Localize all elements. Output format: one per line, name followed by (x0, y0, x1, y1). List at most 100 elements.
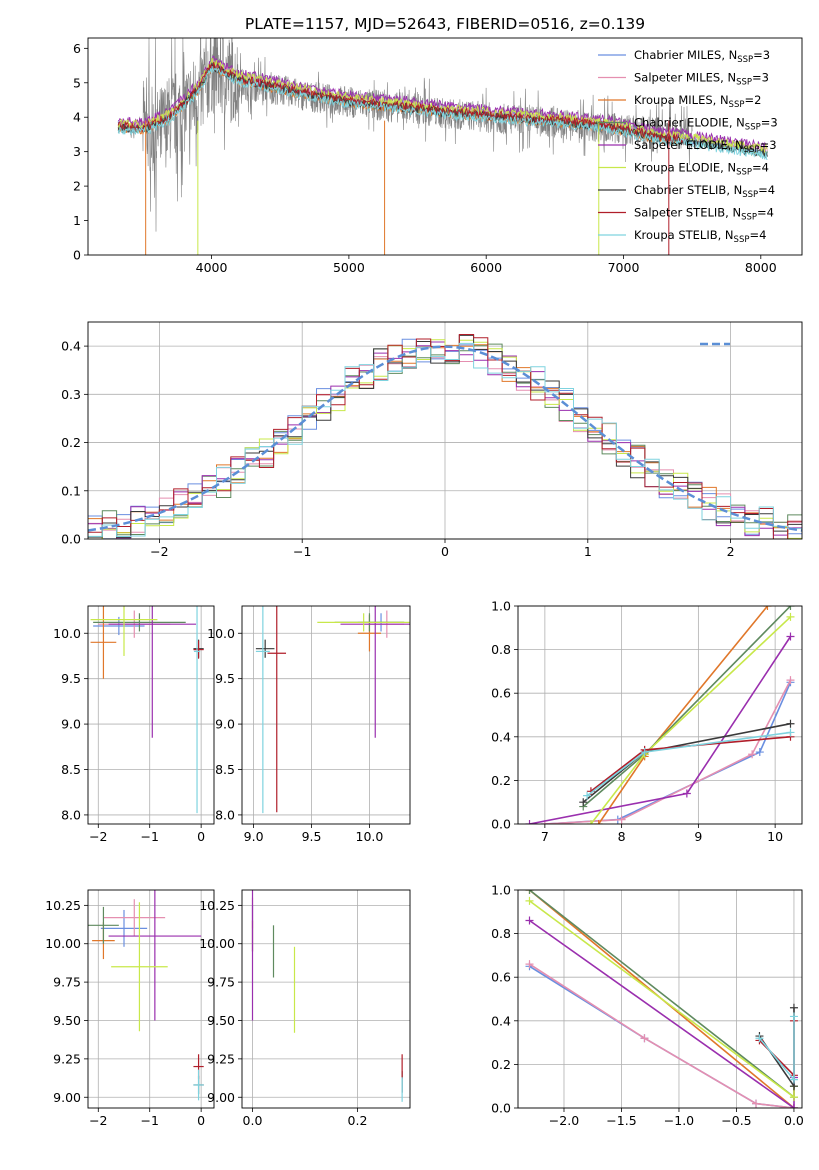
x-tick-label: −1 (293, 544, 311, 559)
y-tick-label: 10.00 (199, 936, 235, 951)
mass-weight-line-7 (758, 1020, 795, 1078)
legend-label-1: Salpeter MILES, NSSP=3 (634, 71, 769, 88)
legend-label-sub: SSP (729, 100, 745, 110)
axes-frame (87, 605, 215, 825)
mass-weight-marker (786, 612, 795, 621)
observed-spectrum (117, 38, 693, 232)
y-tick-label: 10.25 (45, 898, 81, 913)
legend-label-2: Kroupa MILES, NSSP=2 (634, 93, 761, 110)
y-tick-label: 9.00 (53, 1090, 81, 1105)
x-tick-label: −1.5 (606, 1113, 636, 1128)
mass-weight-marker (682, 789, 691, 798)
y-tick-label: 0 (73, 248, 81, 263)
legend-label-suffix: =2 (744, 93, 761, 107)
y-tick-label: 0.0 (61, 532, 81, 547)
legend-label-text: Chabrier ELODIE, N (634, 116, 745, 130)
y-tick-label: 10.25 (199, 898, 235, 913)
mass-weight-marker (594, 820, 603, 824)
plot-area (90, 606, 204, 814)
mass-weight-marker (789, 1093, 798, 1102)
legend-label-sub: SSP (736, 78, 752, 88)
mass-weight-marker (583, 791, 592, 800)
plot-area (117, 38, 768, 255)
x-tick-label: 10 (767, 829, 783, 844)
y-tick-label: 8.0 (215, 807, 235, 822)
y-tick-label: 0.1 (61, 483, 81, 498)
y-tick-label: 0.3 (61, 387, 81, 402)
legend-label-text: Salpeter ELODIE, N (634, 138, 744, 152)
legend-label-3: Chabrier ELODIE, NSSP=3 (634, 116, 778, 133)
x-tick-label: −2 (89, 829, 107, 844)
mass-weight-marker (763, 606, 772, 610)
y-tick-label: 9.25 (53, 1051, 81, 1066)
legend-label-sub: SSP (742, 190, 758, 200)
mass-weight-line-1 (544, 679, 792, 824)
mass-weight-line-5 (529, 900, 795, 1099)
spectrum-panel: 4000 5000 6000 7000 8000 0 1 2 3 4 5 6 Chabrier MILE… (73, 37, 803, 275)
mass-weight-marker (525, 916, 534, 925)
legend-label-4: Salpeter ELODIE, NSSP=3 (634, 138, 777, 155)
legend-label-sub: SSP (737, 55, 753, 65)
x-tick-label: 10.0 (356, 829, 384, 844)
legend-label-text: Salpeter STELIB, N (634, 206, 741, 220)
y-tick-label: 1.0 (491, 883, 511, 898)
y-tick-label: 9.0 (215, 717, 235, 732)
y-tick-label: 0.6 (491, 970, 511, 985)
x-tick-label: −2.0 (549, 1113, 579, 1128)
y-tick-label: 10.00 (45, 936, 81, 951)
x-tick-label: 0 (197, 1113, 205, 1128)
plot-area (88, 334, 802, 539)
x-tick-label: 0 (197, 829, 205, 844)
histogram-7 (88, 334, 802, 539)
mass-weight-marker (525, 960, 534, 969)
mass-weight-marker (525, 896, 534, 905)
mass-weight-line-0 (529, 965, 795, 1108)
mass-weight-marker (786, 719, 795, 728)
x-tick-label: 9 (694, 829, 702, 844)
axes-frame (87, 37, 803, 256)
legend-label-text: Kroupa ELODIE, N (634, 161, 736, 175)
x-tick-label: 1 (584, 544, 592, 559)
figure-title: PLATE=1157, MJD=52643, FIBERID=0516, z=0… (245, 15, 645, 33)
axes-frame (517, 605, 803, 825)
y-tick-label: 9.5 (61, 671, 81, 686)
mass-weight-marker (789, 1075, 798, 1084)
y-tick-label: 8.5 (61, 762, 81, 777)
y-tick-label: 0.8 (491, 642, 511, 657)
legend-label-text: Chabrier MILES, N (634, 48, 737, 62)
legend-label-suffix: =3 (752, 71, 769, 85)
model-line-4 (117, 55, 768, 150)
histogram-8 (88, 342, 802, 537)
y-tick-label: 8.5 (215, 762, 235, 777)
plot-area (88, 890, 204, 1101)
x-tick-label: 8000 (745, 260, 777, 275)
x-tick-label: 2 (727, 544, 735, 559)
y-tick-label: 10.0 (53, 626, 81, 641)
x-tick-label: 5000 (333, 260, 365, 275)
plot-area (255, 606, 410, 814)
mass-weight-marker (579, 798, 588, 807)
y-tick-label: 0.2 (61, 435, 81, 450)
x-tick-label: 7 (541, 829, 549, 844)
legend-label-text: Salpeter MILES, N (634, 71, 736, 85)
legend-label-sub: SSP (745, 123, 761, 133)
legend-label-suffix: =3 (761, 116, 778, 130)
y-tick-label: 0.4 (491, 729, 511, 744)
y-tick-label: 9.0 (61, 717, 81, 732)
x-tick-label: −0.5 (721, 1113, 751, 1128)
mass-weight-marker (617, 815, 626, 824)
plot-area (525, 606, 795, 824)
x-tick-label: 4000 (196, 260, 228, 275)
mass-weight-marker (525, 890, 534, 894)
mass-weight-line-1 (529, 963, 795, 1108)
legend-label-suffix: =4 (757, 206, 774, 220)
legend-label-text: Chabrier STELIB, N (634, 183, 742, 197)
residuals-panel: −2 −1 0 1 2 0.0 0.1 0.2 0.3 0.4 (61, 321, 803, 559)
axes-frame (87, 321, 803, 540)
legend-label-7: Salpeter STELIB, NSSP=4 (634, 206, 774, 223)
legend-label-suffix: =4 (749, 228, 766, 242)
x-tick-label: 0.0 (784, 1113, 804, 1128)
x-tick-label: 9.0 (244, 829, 264, 844)
legend-label-suffix: =3 (760, 138, 777, 152)
y-tick-label: 9.5 (215, 671, 235, 686)
